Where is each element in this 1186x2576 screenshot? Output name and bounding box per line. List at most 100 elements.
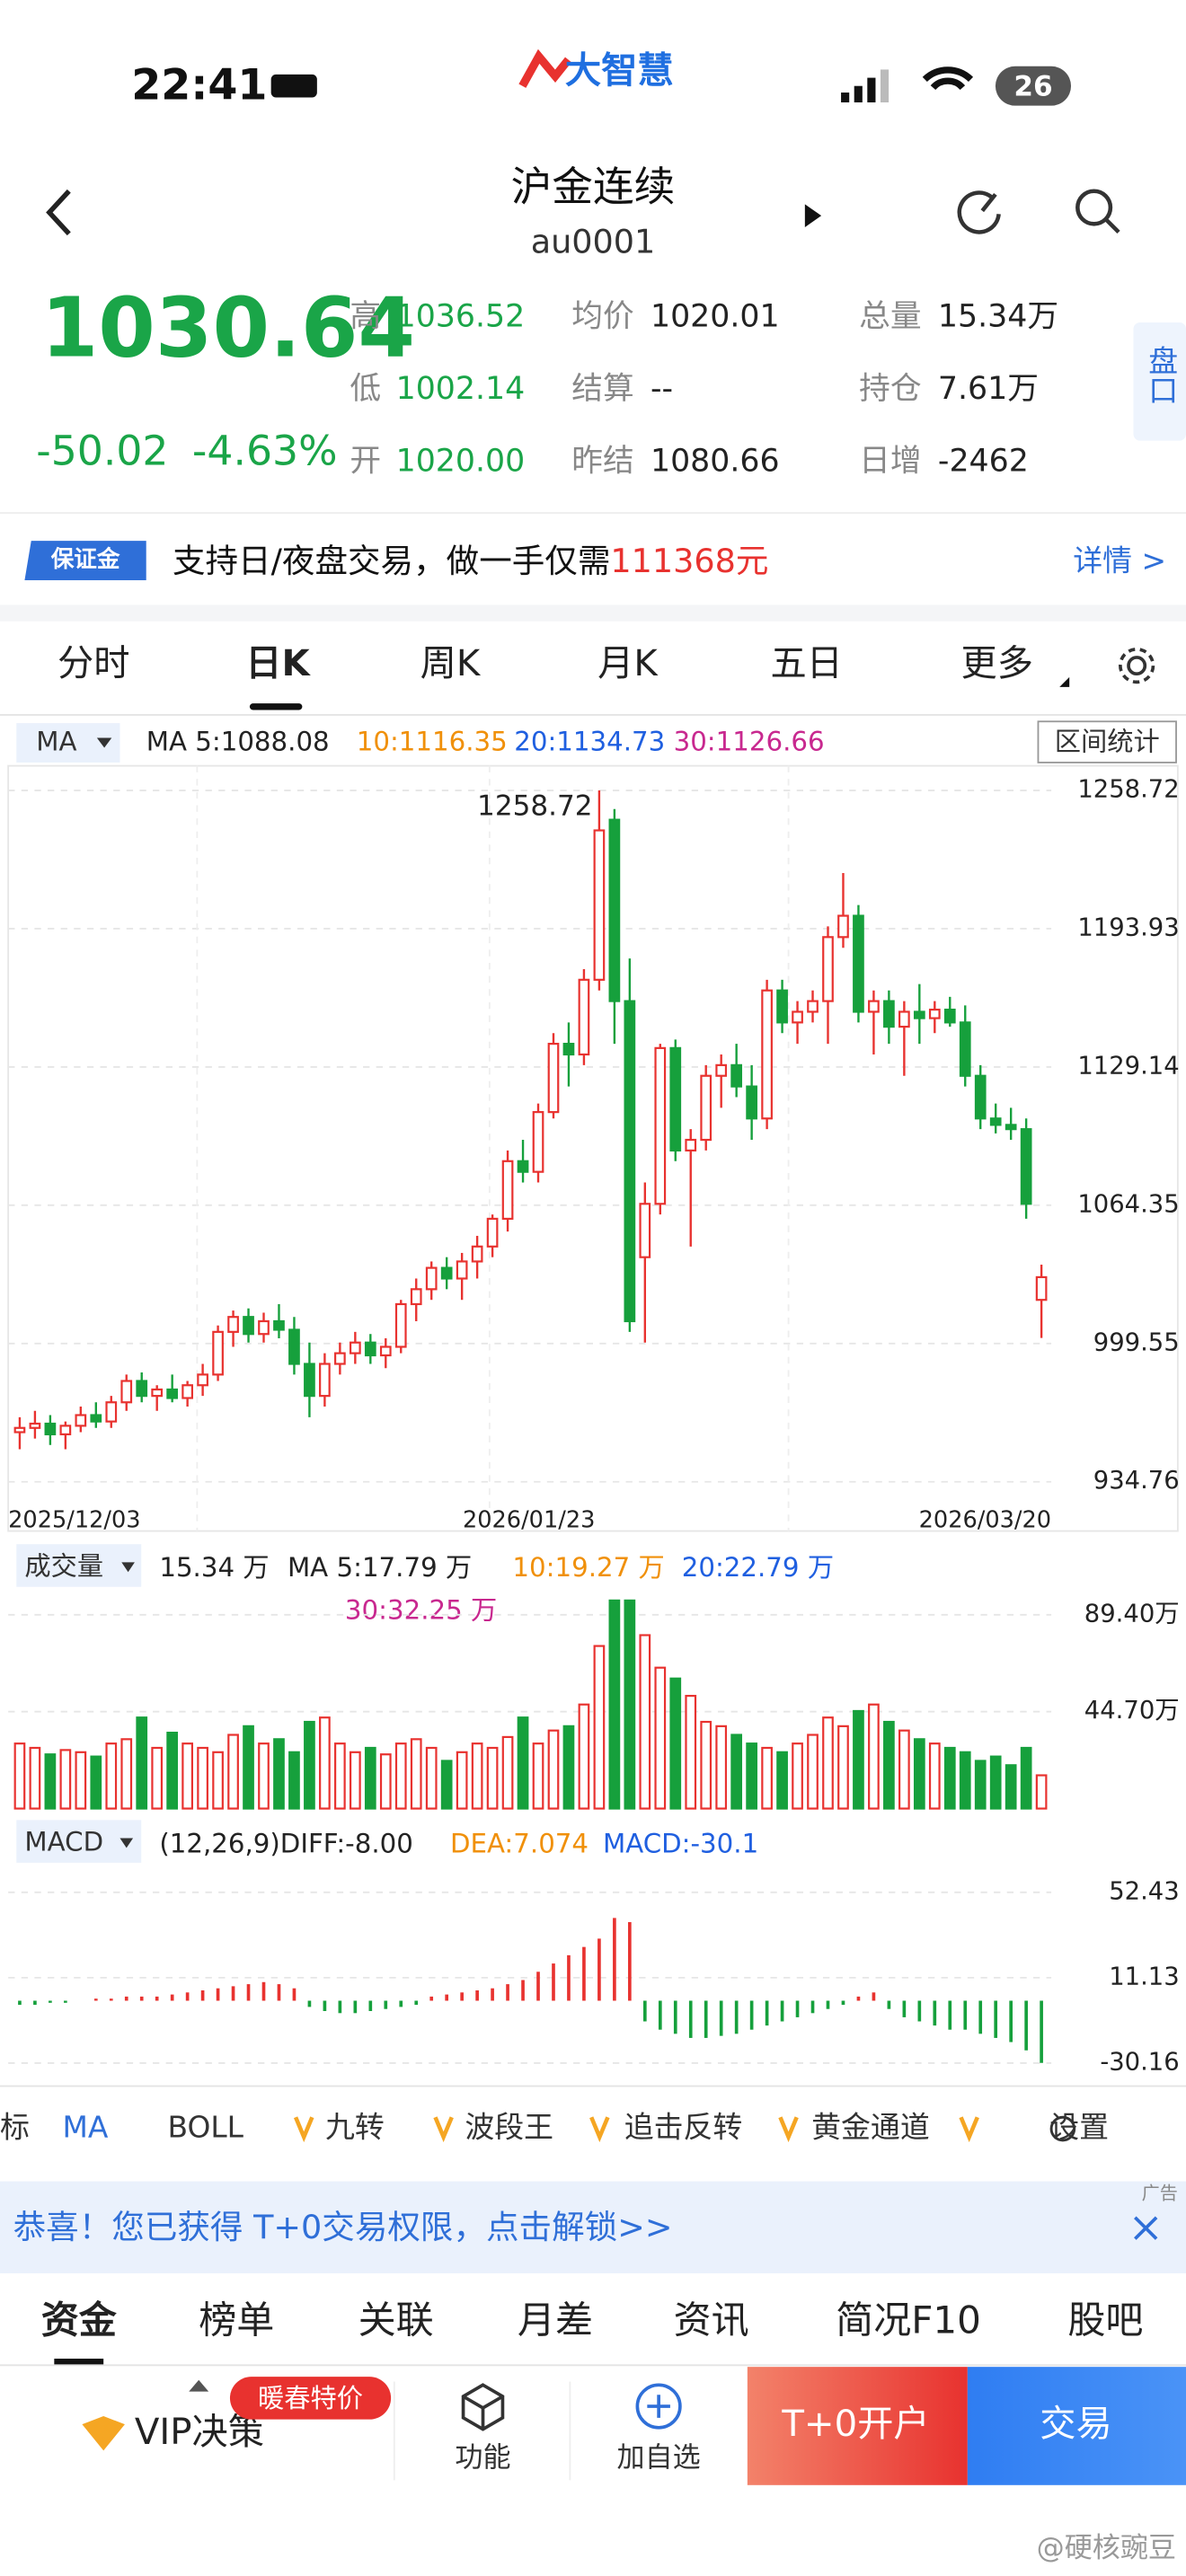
volume-bar: [792, 1742, 803, 1810]
candle-body: [593, 829, 606, 981]
indicator[interactable]: 波段王: [465, 2110, 553, 2145]
candle-body: [578, 978, 590, 1056]
function-label[interactable]: 功能: [455, 2442, 510, 2475]
candle-body: [989, 1117, 1002, 1126]
candle-body: [151, 1388, 164, 1398]
volume-bar: [136, 1716, 148, 1810]
volume-bar: [379, 1753, 392, 1810]
candle-body: [197, 1373, 208, 1387]
stat-value: 15.34万: [938, 299, 1058, 335]
candle-body: [227, 1316, 239, 1333]
y-tick-label: 1064.35: [1077, 1190, 1179, 1218]
volume-bar: [394, 1742, 407, 1810]
volume-bar: [288, 1751, 300, 1810]
indicator[interactable]: BOLL: [167, 2110, 243, 2145]
battery: [995, 66, 1072, 106]
stat-label: 均价: [571, 299, 633, 335]
y-tick-label: -30.16: [1100, 2048, 1179, 2076]
y-tick-label: 1258.72: [1077, 776, 1179, 804]
candle-body: [471, 1245, 483, 1263]
bottom-tab[interactable]: 榜单: [199, 2298, 274, 2342]
candle-body: [29, 1422, 41, 1429]
candle-body: [501, 1160, 514, 1221]
volume-selector-bg[interactable]: [16, 1544, 142, 1587]
bottom-tab[interactable]: 月差: [518, 2298, 593, 2342]
candle-body: [379, 1345, 392, 1357]
next-button[interactable]: [804, 204, 822, 227]
banner-link[interactable]: 详情 >: [1073, 543, 1166, 578]
back-button[interactable]: [46, 189, 71, 236]
stat-value: 1080.66: [651, 443, 780, 479]
tab[interactable]: 月K: [597, 643, 659, 684]
volume-bar: [593, 1645, 606, 1810]
ad-close[interactable]: [1134, 2216, 1158, 2240]
volume-bar: [898, 1729, 910, 1810]
badge-bg: [229, 2377, 392, 2420]
candle-body: [486, 1217, 499, 1248]
side-panel-label[interactable]: 盘口: [1144, 346, 1179, 405]
bottom-tab[interactable]: 资金: [41, 2298, 118, 2342]
volume-selector[interactable]: 成交量: [24, 1550, 103, 1581]
trade-button[interactable]: [967, 2367, 1186, 2485]
y-tick-label: 11.13: [1109, 1963, 1179, 1990]
volume-ma20: 20:22.79 万: [682, 1552, 834, 1583]
candle-body: [974, 1074, 987, 1120]
settings-button[interactable]: [1119, 647, 1155, 684]
banner-tag-bg: [24, 541, 146, 581]
candle-body: [334, 1352, 346, 1365]
bottom-tab[interactable]: 关联: [358, 2298, 434, 2342]
tab[interactable]: 日K: [245, 643, 311, 684]
indicator[interactable]: 追击反转: [624, 2110, 743, 2145]
ma-selector[interactable]: MA: [36, 727, 76, 757]
side-panel[interactable]: [1133, 322, 1186, 441]
volume-bar: [44, 1753, 57, 1810]
candle-body: [1020, 1128, 1032, 1205]
open-account-button[interactable]: [747, 2367, 968, 2485]
bottom-tab[interactable]: 资讯: [674, 2298, 749, 2342]
tab[interactable]: 更多: [961, 643, 1033, 684]
candle-body: [44, 1422, 57, 1435]
tab[interactable]: 分时: [58, 643, 129, 684]
indicator[interactable]: 黄金通道: [811, 2110, 930, 2145]
candle-body: [715, 1063, 728, 1077]
candle-body: [700, 1074, 712, 1142]
search-button[interactable]: [1075, 189, 1120, 234]
watch-label[interactable]: 加自选: [617, 2442, 701, 2475]
open-account-label[interactable]: T+0开户: [781, 2404, 929, 2445]
range-stats-button[interactable]: [1037, 720, 1177, 763]
refresh-button[interactable]: [957, 190, 1001, 234]
dropdown-arrow: [121, 1562, 135, 1573]
volume-bar: [883, 1720, 895, 1810]
volume-ma5: MA 5:17.79 万: [288, 1552, 472, 1583]
volume-bar: [197, 1746, 208, 1810]
watch-icon: [635, 2383, 682, 2430]
candle-body: [166, 1388, 179, 1399]
volume-current: 15.34 万: [159, 1552, 269, 1583]
volume-bar: [105, 1742, 118, 1810]
volume-bar: [334, 1742, 346, 1810]
sleep-icon: [270, 74, 317, 98]
macd-selector[interactable]: MACD: [24, 1826, 103, 1857]
indicator[interactable]: MA: [62, 2110, 108, 2145]
tab[interactable]: 五日: [770, 643, 842, 684]
indicator[interactable]: 标: [0, 2110, 30, 2145]
candle-body: [547, 1043, 560, 1114]
range-stats-label[interactable]: 区间统计: [1055, 727, 1160, 757]
ad-bar[interactable]: [0, 2181, 1186, 2273]
bottom-tab[interactable]: 股吧: [1067, 2298, 1143, 2342]
ad-text[interactable]: 恭喜！您已获得 T+0交易权限，点击解锁>>: [13, 2208, 673, 2246]
macd-value: MACD:-30.1: [603, 1828, 758, 1858]
tab[interactable]: 周K: [420, 643, 482, 684]
candle-body: [562, 1043, 575, 1056]
candle-body: [837, 914, 849, 939]
settings-icon: [1049, 2115, 1076, 2142]
trade-label[interactable]: 交易: [1040, 2404, 1111, 2445]
vip-label[interactable]: VIP决策: [135, 2412, 264, 2453]
indicator[interactable]: 九转: [325, 2110, 385, 2145]
stat-label: 结算: [571, 371, 633, 407]
macd-selector-bg[interactable]: [16, 1820, 142, 1863]
candle-body: [730, 1063, 743, 1088]
bottom-tab[interactable]: 简况F10: [836, 2298, 981, 2342]
ma5: MA 5:1088.08: [146, 727, 330, 757]
stat-label: 昨结: [571, 443, 633, 479]
